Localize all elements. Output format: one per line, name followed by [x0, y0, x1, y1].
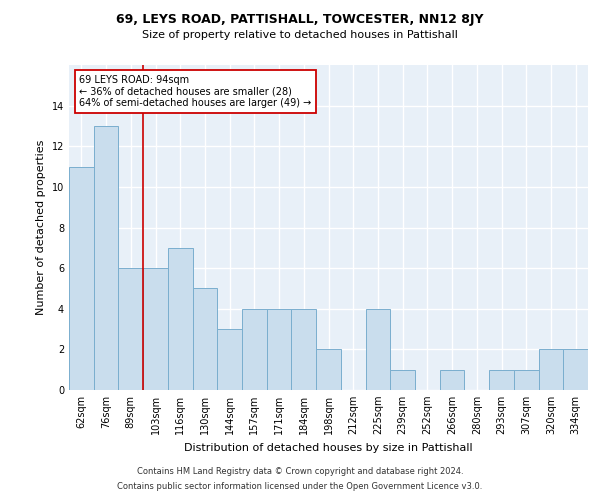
Bar: [242, 308, 267, 390]
Bar: [267, 308, 292, 390]
Bar: [94, 126, 118, 390]
Bar: [193, 288, 217, 390]
Bar: [489, 370, 514, 390]
Bar: [69, 166, 94, 390]
Bar: [292, 308, 316, 390]
Text: Size of property relative to detached houses in Pattishall: Size of property relative to detached ho…: [142, 30, 458, 40]
Text: 69 LEYS ROAD: 94sqm
← 36% of detached houses are smaller (28)
64% of semi-detach: 69 LEYS ROAD: 94sqm ← 36% of detached ho…: [79, 74, 311, 108]
Bar: [539, 350, 563, 390]
Bar: [118, 268, 143, 390]
Bar: [217, 329, 242, 390]
Bar: [168, 248, 193, 390]
Text: Contains public sector information licensed under the Open Government Licence v3: Contains public sector information licen…: [118, 482, 482, 491]
Bar: [440, 370, 464, 390]
X-axis label: Distribution of detached houses by size in Pattishall: Distribution of detached houses by size …: [184, 442, 473, 452]
Text: 69, LEYS ROAD, PATTISHALL, TOWCESTER, NN12 8JY: 69, LEYS ROAD, PATTISHALL, TOWCESTER, NN…: [116, 12, 484, 26]
Bar: [143, 268, 168, 390]
Bar: [514, 370, 539, 390]
Text: Contains HM Land Registry data © Crown copyright and database right 2024.: Contains HM Land Registry data © Crown c…: [137, 467, 463, 476]
Y-axis label: Number of detached properties: Number of detached properties: [36, 140, 46, 315]
Bar: [390, 370, 415, 390]
Bar: [563, 350, 588, 390]
Bar: [316, 350, 341, 390]
Bar: [365, 308, 390, 390]
